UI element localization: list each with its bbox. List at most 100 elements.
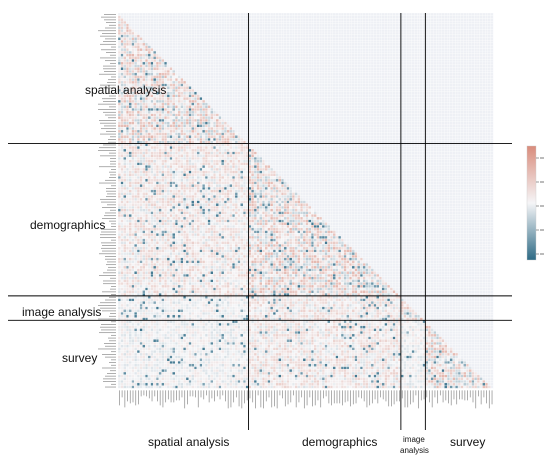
heatmap-cell: [213, 78, 217, 82]
heatmap-cell: [221, 23, 225, 27]
heatmap-cell: [359, 21, 363, 25]
heatmap-cell: [457, 67, 461, 71]
heatmap-cell: [479, 83, 483, 87]
heatmap-cell: [319, 105, 323, 109]
heatmap-cell: [161, 53, 165, 57]
heatmap-cell: [202, 108, 206, 112]
heatmap-cell: [142, 53, 146, 57]
heatmap-cell: [185, 12, 189, 16]
heatmap-cell: [194, 21, 198, 25]
heatmap-cell: [381, 83, 385, 87]
heatmap-cell: [335, 31, 339, 35]
heatmap-cell: [310, 72, 314, 76]
heatmap-cell: [291, 59, 295, 63]
heatmap-cell: [455, 23, 459, 27]
heatmap-cell: [436, 53, 440, 57]
heatmap-cell: [387, 59, 391, 63]
heatmap-cell: [240, 40, 244, 44]
heatmap-cell: [131, 102, 135, 106]
heatmap-cell: [340, 37, 344, 41]
heatmap-cell: [389, 64, 393, 68]
heatmap-cell: [286, 80, 290, 84]
heatmap-cell: [446, 89, 450, 93]
heatmap-cell: [485, 78, 489, 82]
heatmap-cell: [327, 50, 331, 54]
heatmap-cell: [408, 99, 412, 103]
heatmap-cell: [354, 48, 358, 52]
heatmap-cell: [120, 61, 124, 65]
heatmap-cell: [354, 102, 358, 106]
heatmap-cell: [411, 48, 415, 52]
heatmap-cell: [199, 61, 203, 65]
heatmap-cell: [349, 21, 353, 25]
heatmap-cell: [166, 37, 170, 41]
heatmap-cell: [324, 42, 328, 46]
heatmap-cell: [436, 78, 440, 82]
heatmap-cell: [395, 78, 399, 82]
heatmap-cell: [327, 75, 331, 79]
heatmap-cell: [275, 75, 279, 79]
heatmap-cell: [430, 69, 434, 73]
heatmap-cell: [278, 23, 282, 27]
heatmap-cell: [229, 64, 233, 68]
heatmap-cell: [476, 69, 480, 73]
heatmap-cell: [335, 34, 339, 38]
heatmap-cell: [305, 26, 309, 30]
heatmap-cell: [316, 108, 320, 112]
heatmap-cell: [376, 97, 380, 101]
heatmap-cell: [199, 18, 203, 22]
heatmap-cell: [351, 91, 355, 95]
heatmap-cell: [302, 105, 306, 109]
heatmap-cell: [436, 86, 440, 90]
heatmap-cell: [313, 26, 317, 30]
heatmap-cell: [139, 67, 143, 71]
heatmap-cell: [286, 99, 290, 103]
heatmap-cell: [153, 29, 157, 33]
heatmap-cell: [354, 59, 358, 63]
heatmap-cell: [330, 48, 334, 52]
heatmap-cell: [455, 91, 459, 95]
heatmap-cell: [139, 110, 143, 114]
heatmap-cell: [485, 40, 489, 44]
heatmap-cell: [164, 61, 168, 65]
heatmap-cell: [330, 80, 334, 84]
heatmap-cell: [131, 45, 135, 49]
heatmap-cell: [362, 23, 366, 27]
heatmap-cell: [359, 69, 363, 73]
heatmap-cell: [321, 40, 325, 44]
heatmap-cell: [330, 75, 334, 79]
heatmap-cell: [490, 99, 494, 103]
heatmap-cell: [324, 80, 328, 84]
heatmap-cell: [487, 75, 491, 79]
heatmap-cell: [188, 108, 192, 112]
heatmap-cell: [136, 37, 140, 41]
heatmap-cell: [153, 31, 157, 35]
heatmap-cell: [191, 102, 195, 106]
heatmap-cell: [136, 40, 140, 44]
heatmap-cell: [305, 45, 309, 49]
heatmap-cell: [270, 40, 274, 44]
heatmap-cell: [376, 78, 380, 82]
heatmap-cell: [188, 56, 192, 60]
heatmap-cell: [286, 40, 290, 44]
heatmap-cell: [215, 26, 219, 30]
heatmap-cell: [194, 29, 198, 33]
heatmap-cell: [117, 99, 121, 103]
heatmap-cell: [327, 34, 331, 38]
heatmap-cell: [419, 31, 423, 35]
heatmap-cell: [196, 86, 200, 90]
heatmap-cell: [332, 94, 336, 98]
heatmap-cell: [316, 15, 320, 19]
heatmap-cell: [335, 97, 339, 101]
heatmap-cell: [335, 99, 339, 103]
heatmap-cell: [128, 72, 132, 76]
heatmap-cell: [490, 78, 494, 82]
heatmap-cell: [430, 86, 434, 90]
heatmap-cell: [136, 110, 140, 114]
heatmap-cell: [373, 64, 377, 68]
heatmap-cell: [300, 86, 304, 90]
heatmap-cell: [120, 21, 124, 25]
heatmap-cell: [128, 15, 132, 19]
heatmap-cell: [207, 40, 211, 44]
heatmap-cell: [351, 78, 355, 82]
